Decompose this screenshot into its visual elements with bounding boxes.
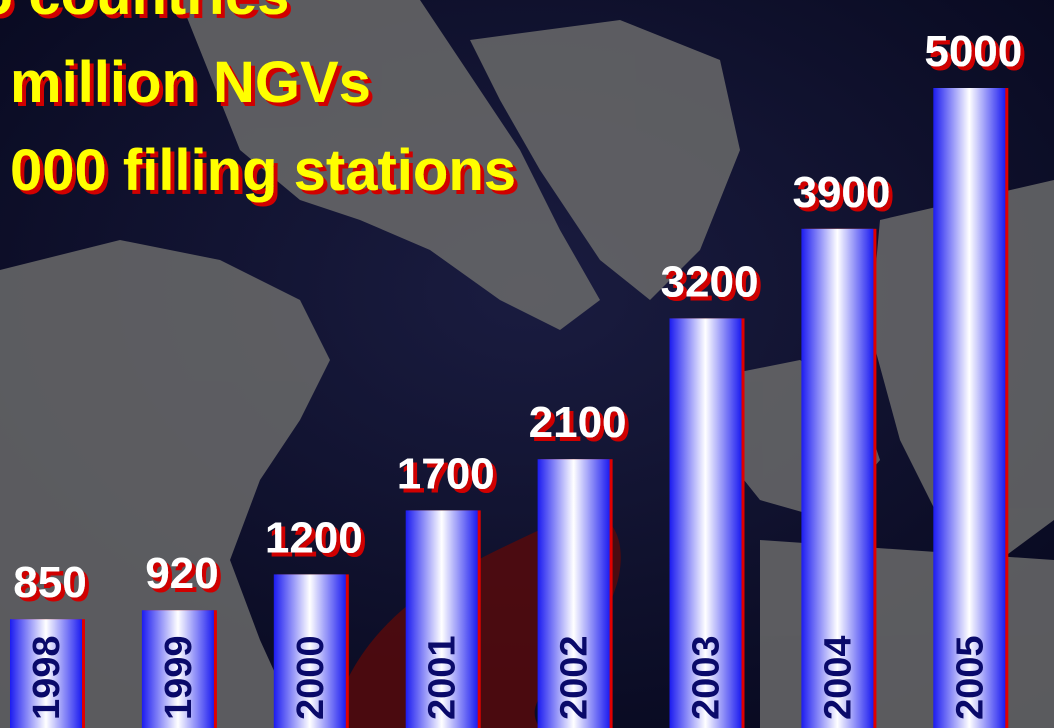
category-label: 1998	[26, 635, 68, 720]
value-label: 850	[13, 558, 86, 607]
category-label: 2000	[290, 635, 332, 720]
value-label: 5000	[924, 27, 1022, 76]
category-label: 2004	[817, 635, 859, 720]
title-line: 5 countries	[0, 0, 289, 27]
value-label: 3900	[792, 168, 890, 217]
bar	[933, 88, 1006, 728]
value-label: 920	[145, 549, 218, 598]
value-label: 3200	[661, 257, 759, 306]
category-label: 2005	[949, 635, 991, 720]
category-label: 1999	[158, 635, 200, 720]
bar	[669, 318, 742, 728]
bar	[10, 619, 82, 728]
title-line: million NGVs	[10, 50, 371, 115]
value-label: 1700	[397, 449, 495, 498]
bar	[405, 510, 478, 728]
bar	[801, 228, 874, 728]
value-label: 1200	[265, 513, 363, 562]
bar	[537, 459, 610, 728]
value-label: 2100	[529, 398, 627, 447]
category-label: 2002	[554, 635, 596, 720]
title-line: 000 filling stations	[10, 138, 516, 203]
category-label: 2003	[686, 635, 728, 720]
category-label: 2001	[422, 635, 464, 720]
bar	[273, 574, 346, 728]
bar	[141, 610, 214, 728]
